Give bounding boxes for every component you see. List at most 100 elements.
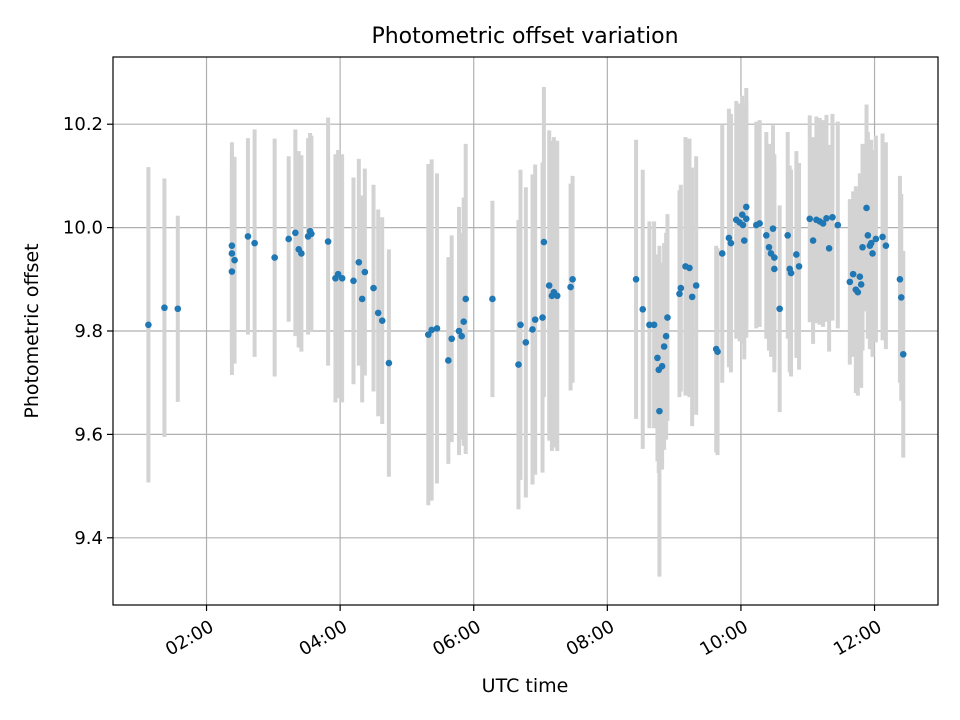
x-tick-label: 12:00 [830,616,885,660]
data-point [771,265,778,273]
data-point [370,284,377,292]
data-point [553,292,561,300]
data-point [825,244,833,252]
data-point [522,339,530,346]
data-point [771,254,778,261]
data-point [462,295,470,303]
data-point [632,276,640,283]
data-point [787,269,795,277]
data-point [285,235,292,243]
chart-title: Photometric offset variation [371,24,678,49]
x-tick-label: 04:00 [296,616,351,660]
data-point [385,359,393,367]
data-point [872,235,880,243]
data-point [639,305,647,313]
data-point [458,332,466,340]
data-point [763,232,770,239]
data-point [677,284,685,292]
y-tick-label: 10.0 [63,218,103,239]
data-point [231,256,238,264]
data-point [374,309,382,317]
data-point [350,277,357,285]
y-axis-label: Photometric offset [21,243,43,418]
data-point [854,288,862,296]
data-point [896,276,904,283]
data-point [856,273,864,281]
data-point [793,251,800,258]
data-point [646,321,653,329]
data-point [650,321,658,329]
data-point [660,343,668,350]
data-point [569,276,576,283]
data-point [539,314,546,321]
data-point [829,213,836,221]
x-tick-label: 06:00 [429,616,484,660]
data-point [769,225,777,232]
y-tick-label: 9.6 [74,424,103,445]
data-point [515,361,522,368]
data-point [742,203,750,211]
data-point [899,350,907,358]
data-point [897,294,905,301]
data-point [654,354,661,362]
data-point [455,327,463,335]
data-point [882,242,890,249]
data-point [739,221,747,229]
data-point [823,214,830,222]
data-point [809,237,817,244]
data-point [428,326,435,334]
data-point [308,230,315,238]
data-point [725,234,733,242]
data-point [776,305,783,313]
data-point [859,243,866,251]
data-point [489,295,496,303]
data-point [834,221,842,229]
data-point [738,211,746,218]
data-point [355,258,363,266]
data-point [718,250,726,257]
y-tick-label: 10.2 [63,114,103,135]
data-point [765,243,773,251]
error-bars [146,86,906,577]
data-point [742,215,750,223]
data-point [727,239,735,247]
data-point [324,238,332,245]
x-tick-label: 10:00 [696,616,751,660]
data-point [795,263,803,270]
data-point [433,325,441,332]
data-point [228,242,236,249]
y-tick-label: 9.8 [74,321,103,342]
data-point [819,220,827,227]
data-point [756,220,763,227]
data-point [338,274,346,282]
data-point [863,204,870,212]
data-point [161,304,168,312]
data-point [425,331,432,338]
x-tick-label: 02:00 [162,616,217,660]
data-point [460,318,468,325]
data-point [244,233,252,240]
data-point [334,270,342,278]
data-point [846,278,854,286]
data-point [864,232,872,239]
data-point [251,239,258,247]
x-axis-label: UTC time [482,675,569,697]
data-point [658,362,666,370]
data-point [174,305,182,313]
data-point [686,264,693,272]
data-point [662,332,670,340]
data-point [145,321,152,329]
data-point [784,232,791,239]
data-point [228,250,236,257]
data-point [531,316,539,323]
data-point [445,357,452,364]
x-tick-label: 08:00 [563,616,618,660]
data-point [879,233,886,241]
data-point [271,254,278,261]
data-point [664,314,671,321]
data-point [298,250,305,257]
data-point [358,295,366,303]
data-points [145,203,907,415]
data-point [656,407,663,415]
data-point [692,282,700,289]
